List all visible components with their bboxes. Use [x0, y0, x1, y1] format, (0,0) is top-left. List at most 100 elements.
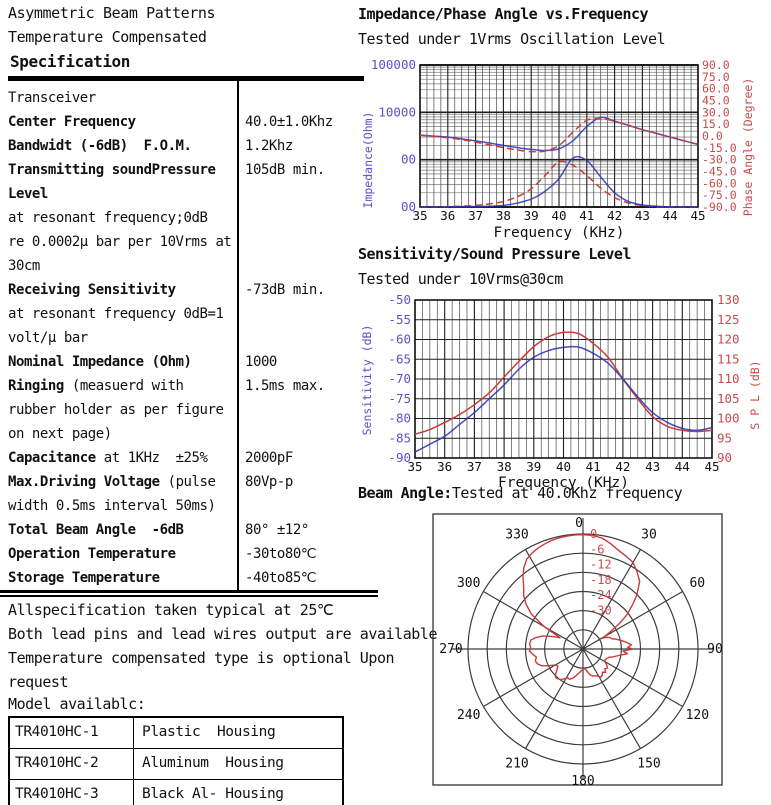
spec-row-value: 1.2Khz	[245, 138, 293, 154]
spec-row: volt/μ bar	[8, 326, 385, 350]
polar-db-label: -6	[590, 542, 604, 556]
spec-row: rubber holder as per figure	[8, 398, 385, 422]
spl-axis-tick: 90	[717, 450, 732, 465]
phase-curve	[420, 155, 698, 208]
x-axis-label: Frequency (KHz)	[494, 225, 625, 241]
polar-spoke	[582, 590, 683, 650]
spec-row-value: 1.5ms max.	[245, 378, 325, 394]
impedance-axis-tick: 10000	[378, 104, 416, 119]
spec-row-value: 80° ±12°	[245, 522, 309, 538]
polar-spoke	[483, 590, 584, 650]
spec-row-label: Max.Driving Voltage (pulse	[8, 474, 216, 490]
specification-divider-bar	[8, 76, 364, 81]
spec-row-value: -40to85℃	[245, 570, 317, 586]
spec-row-label: width 0.5ms interval 50ms)	[8, 498, 216, 514]
spec-row: Max.Driving Voltage (pulse 80Vp-p	[8, 470, 385, 494]
phase-axis-tick: 60.0	[702, 82, 730, 96]
spec-row-value: 40.0±1.0Khz	[245, 114, 333, 130]
spec-row-label: at resonant frequency;0dB	[8, 210, 208, 226]
polar-angle-label: 30	[641, 528, 657, 543]
frequency-axis-tick: 44	[675, 459, 690, 474]
impedance-chart-subtitle: Tested under 1Vrms Oscillation Level	[358, 30, 666, 48]
spec-row: Ringing (measuerd with 1.5ms max.	[8, 374, 385, 398]
sensitivity-axis-tick: -85	[388, 430, 411, 445]
phase-axis-tick: 45.0	[702, 94, 730, 108]
frequency-axis-tick: 38	[496, 208, 511, 223]
spec-table-bottom-line-2	[0, 595, 378, 597]
spec-row: Operation Temperature -30to80℃	[8, 542, 385, 566]
sensitivity-axis-tick: -90	[388, 450, 411, 465]
spec-row-value: 105dB min.	[245, 162, 325, 178]
spec-row-label: Operation Temperature	[8, 546, 176, 562]
frequency-axis-tick: 41	[579, 208, 594, 223]
plot-frame	[414, 299, 713, 459]
polar-db-label: -24	[590, 588, 612, 602]
frequency-axis-tick: 35	[412, 208, 427, 223]
spec-table: Transceiver Center Frequency 40.0±1.0Khz Ba…	[8, 86, 385, 590]
spl-curve	[414, 331, 713, 436]
phase-axis-tick: -30.0	[702, 153, 737, 167]
impedance-axis-tick: 00	[401, 152, 416, 167]
section-title-specification: Specification	[10, 52, 131, 71]
beam-angle-title-rest: Tested at 40.0Khz frequency	[451, 484, 683, 502]
frequency-axis-tick: 40	[551, 208, 566, 223]
frequency-axis-tick: 42	[615, 459, 630, 474]
sensitivity-chart-subtitle: Tested under 10Vrms@30cm	[358, 270, 563, 288]
frequency-axis-tick: 43	[635, 208, 650, 223]
polar-db-label: -30	[590, 604, 612, 618]
spec-row-label: Nominal Impedance (Ohm)	[8, 354, 192, 370]
frequency-axis-tick: 35	[407, 459, 422, 474]
polar-angle-label: 150	[637, 756, 660, 771]
spec-row-value: 1000	[245, 354, 277, 370]
note-line: Allspecification taken typical at 25℃	[8, 601, 334, 619]
spl-axis-tick: 100	[717, 411, 740, 426]
x-axis-label: Frequency (KHz)	[498, 475, 629, 491]
spec-row-value: -30to80℃	[245, 546, 317, 562]
beam-angle-title: Beam Angle:Tested at 40.0Khz frequency	[358, 484, 683, 502]
spec-row-label: rubber holder as per figure	[8, 402, 224, 418]
frequency-axis-tick: 45	[690, 208, 705, 223]
spl-axis-tick: 105	[717, 391, 740, 406]
polar-angle-label: 120	[686, 708, 709, 723]
phase-axis-tick: -15.0	[702, 141, 737, 155]
polar-angle-label: 210	[505, 756, 528, 771]
polar-angle-label: 300	[457, 576, 480, 591]
frequency-axis-tick: 45	[704, 459, 719, 474]
spec-row: at resonant frequency 0dB=1	[8, 302, 385, 326]
note-line: Both lead pins and lead wires output are…	[8, 625, 438, 643]
impedance-axis-name: Impedance(Ohm)	[361, 112, 375, 209]
frequency-axis-tick: 36	[440, 208, 455, 223]
spl-axis-tick: 130	[717, 292, 740, 307]
spec-row: Center Frequency 40.0±1.0Khz	[8, 110, 385, 134]
polar-angle-label: 270	[439, 642, 462, 657]
polar-angle-label: 180	[571, 774, 594, 789]
spec-row-label: 30cm	[8, 258, 40, 274]
frequency-axis-tick: 36	[437, 459, 452, 474]
phase-axis-tick: 0.0	[702, 129, 723, 143]
polar-spoke	[524, 549, 584, 650]
spec-row-label: Bandwidt (-6dB) F.O.M.	[8, 138, 192, 154]
polar-db-label: -12	[590, 558, 612, 572]
spec-row-value: 80Vp-p	[245, 474, 293, 490]
polar-angle-label: 330	[505, 528, 528, 543]
spec-row-value: -73dB min.	[245, 282, 325, 298]
frequency-axis-tick: 37	[467, 459, 482, 474]
sensitivity-axis-tick: -50	[388, 292, 411, 307]
model-number-cell: TR4010HC-1	[10, 718, 134, 748]
spec-row: width 0.5ms interval 50ms)	[8, 494, 385, 518]
spec-row: Nominal Impedance (Ohm) 1000	[8, 350, 385, 374]
spec-row-label: Storage Temperature	[8, 570, 160, 586]
spec-row-label: Total Beam Angle -6dB	[8, 522, 184, 538]
impedance-compensated-curve	[419, 117, 699, 153]
sensitivity-spl-chart: -50 -55 -60 -65 -70 -75 -80 -85 -90 130 125 120 115 1…	[360, 292, 762, 491]
header-line-2: Temperature Compensated	[8, 28, 207, 46]
polar-angle-label: 0	[575, 516, 583, 531]
spec-row-label: Level	[8, 186, 48, 202]
polar-spoke	[483, 648, 584, 708]
spl-axis-tick: 125	[717, 312, 740, 327]
frequency-axis-tick: 43	[645, 459, 660, 474]
spec-row: Transmitting soundPressure 105dB min.	[8, 158, 385, 182]
spec-row: Transceiver	[8, 86, 385, 110]
spl-axis-tick: 110	[717, 371, 740, 386]
